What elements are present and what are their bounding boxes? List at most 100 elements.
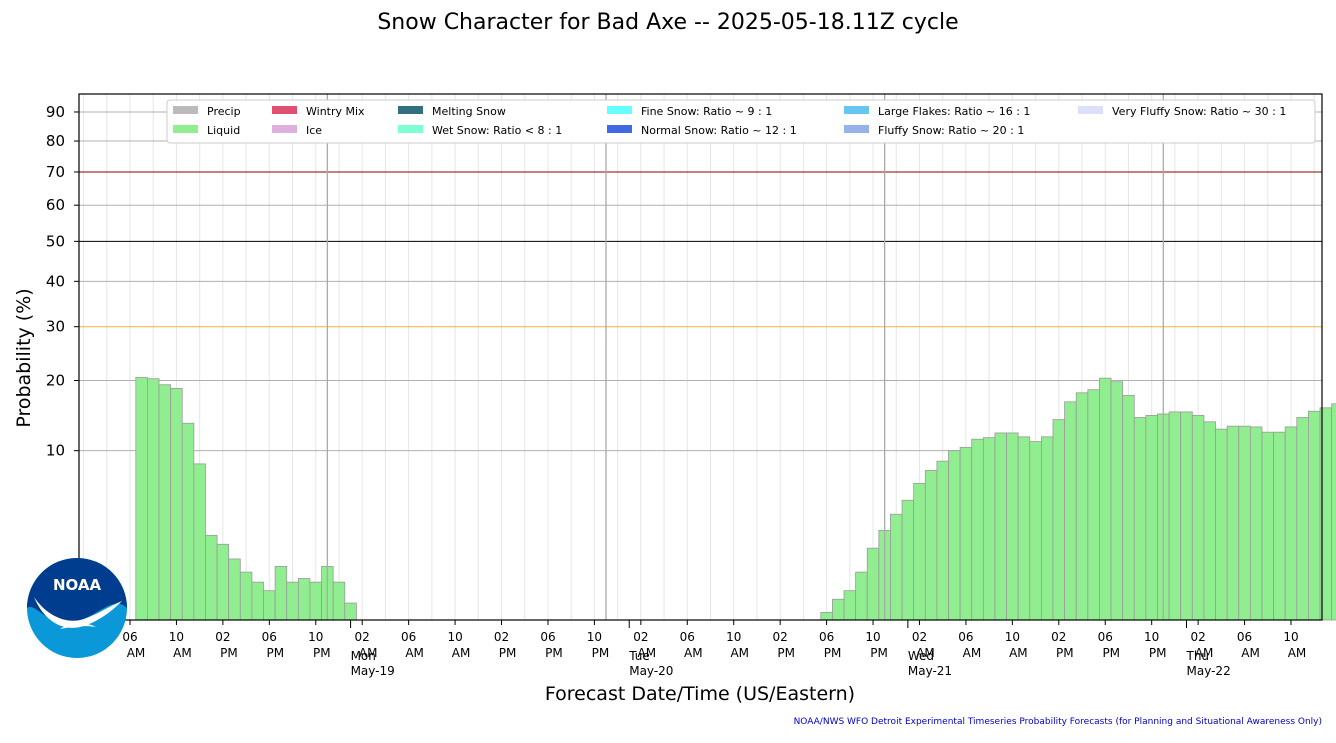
chart-title: Snow Character for Bad Axe -- 2025-05-18… <box>377 10 959 35</box>
bar-liquid <box>239 571 253 621</box>
x-date-label: May-21 <box>908 664 952 678</box>
bar-liquid <box>924 470 938 621</box>
x-tick-ampm: AM <box>359 646 378 660</box>
bar-liquid <box>286 581 299 621</box>
x-tick-ampm: PM <box>220 646 238 660</box>
x-tick-ampm: AM <box>452 646 471 660</box>
legend-label: Large Flakes: Ratio ~ 16 : 1 <box>878 105 1030 118</box>
x-tick-hour: 10 <box>1144 630 1159 644</box>
legend-label: Fine Snow: Ratio ~ 9 : 1 <box>641 105 772 118</box>
x-tick-hour: 06 <box>401 630 416 644</box>
x-tick-ampm: PM <box>499 646 517 660</box>
x-tick-hour: 02 <box>633 630 648 644</box>
legend-label: Normal Snow: Ratio ~ 12 : 1 <box>641 124 797 137</box>
x-tick-hour: 06 <box>958 630 973 644</box>
bar-liquid <box>1296 417 1309 621</box>
x-tick-ampm: AM <box>638 646 657 660</box>
legend-label: Fluffy Snow: Ratio ~ 20 : 1 <box>878 124 1024 137</box>
x-tick-ampm: PM <box>267 646 285 660</box>
legend-label: Ice <box>306 124 322 137</box>
x-tick-ampm: PM <box>545 646 563 660</box>
x-axis-label: Forecast Date/Time (US/Eastern) <box>544 683 856 705</box>
y-tick-label: 90 <box>46 103 65 121</box>
x-tick-ampm: AM <box>127 646 146 660</box>
x-tick-ampm: PM <box>777 646 795 660</box>
y-axis-ticks: 10 20 30 40 50 60 70 80 90 <box>46 103 79 460</box>
x-tick-ampm: PM <box>1102 646 1120 660</box>
x-day-label: Wed <box>908 649 934 663</box>
bar-liquid <box>158 384 172 621</box>
legend: Precip Liquid Wintry Mix Ice Melting Snow Wet… <box>166 99 1316 144</box>
legend-swatch <box>844 125 869 133</box>
x-tick-ampm: AM <box>916 646 935 660</box>
legend-swatch <box>272 106 297 114</box>
legend-label: Melting Snow <box>432 105 506 118</box>
bar-liquid <box>1284 426 1298 621</box>
bar-liquid <box>274 566 288 621</box>
bar-liquid <box>1064 401 1077 621</box>
x-tick-hour: 10 <box>726 630 741 644</box>
threshold-lines <box>79 171 1322 328</box>
y-axis-label: Probability (%) <box>13 288 35 428</box>
legend-swatch <box>607 125 632 133</box>
bar-liquid <box>971 438 984 621</box>
bar-liquid <box>170 388 183 621</box>
bar-liquid <box>994 432 1007 621</box>
day-separators <box>326 94 1164 620</box>
x-date-label: May-22 <box>1187 664 1231 678</box>
bar-liquid <box>135 377 148 621</box>
x-day-label: Tue <box>628 649 650 663</box>
bar-liquid <box>1331 403 1336 621</box>
legend-label: Wintry Mix <box>306 105 365 118</box>
bar-liquid <box>948 450 961 621</box>
legend-swatch <box>607 106 632 114</box>
bar-liquid <box>1249 426 1263 621</box>
y-tick-label: 20 <box>46 372 65 390</box>
x-tick-hour: 10 <box>587 630 602 644</box>
x-tick-hour: 10 <box>1005 630 1020 644</box>
y-tick-label: 30 <box>46 318 65 336</box>
bar-liquid <box>228 558 241 621</box>
legend-swatch <box>272 125 297 133</box>
x-tick-hour: 06 <box>680 630 695 644</box>
y-tick-label: 50 <box>46 232 65 250</box>
x-tick-hour: 06 <box>262 630 277 644</box>
x-tick-ampm: AM <box>1241 646 1260 660</box>
x-tick-ampm: AM <box>684 646 703 660</box>
bar-liquid <box>1006 432 1019 621</box>
x-tick-ampm: PM <box>824 646 842 660</box>
bar-liquid <box>982 437 996 621</box>
x-tick-ampm: PM <box>1056 646 1074 660</box>
x-tick-hour: 10 <box>447 630 462 644</box>
x-tick-ampm: PM <box>592 646 610 660</box>
bar-liquid <box>1029 441 1042 621</box>
legend-swatch <box>1078 106 1103 114</box>
bar-liquid <box>193 463 206 621</box>
x-tick-ampm: PM <box>870 646 888 660</box>
legend-swatch <box>173 106 198 114</box>
legend-label: Very Fluffy Snow: Ratio ~ 30 : 1 <box>1112 105 1286 118</box>
bar-liquid <box>147 378 160 621</box>
legend-label: Wet Snow: Ratio < 8 : 1 <box>432 124 562 137</box>
x-tick-ampm: AM <box>730 646 749 660</box>
noaa-logo-text: NOAA <box>53 576 102 594</box>
legend-swatch <box>173 125 198 133</box>
bar-liquid <box>820 612 833 621</box>
x-tick-hour: 06 <box>1237 630 1252 644</box>
bar-liquid <box>1180 411 1193 621</box>
bar-liquid <box>251 581 264 621</box>
x-axis-ticks: 06AM10AM02PM06PM10PM02AMMonMay-1906AM10A… <box>122 620 1306 678</box>
x-tick-hour: 10 <box>865 630 880 644</box>
bar-liquid <box>332 581 346 621</box>
x-tick-hour: 02 <box>912 630 927 644</box>
x-tick-ampm: AM <box>173 646 192 660</box>
bar-liquid <box>890 513 903 621</box>
x-date-label: May-20 <box>629 664 673 678</box>
y-tick-label: 40 <box>46 272 65 290</box>
bar-liquid <box>1308 410 1321 621</box>
y-tick-label: 70 <box>46 163 65 181</box>
legend-label: Liquid <box>207 124 240 137</box>
bar-liquid <box>1226 425 1240 621</box>
x-tick-hour: 06 <box>540 630 555 644</box>
x-tick-hour: 06 <box>122 630 137 644</box>
